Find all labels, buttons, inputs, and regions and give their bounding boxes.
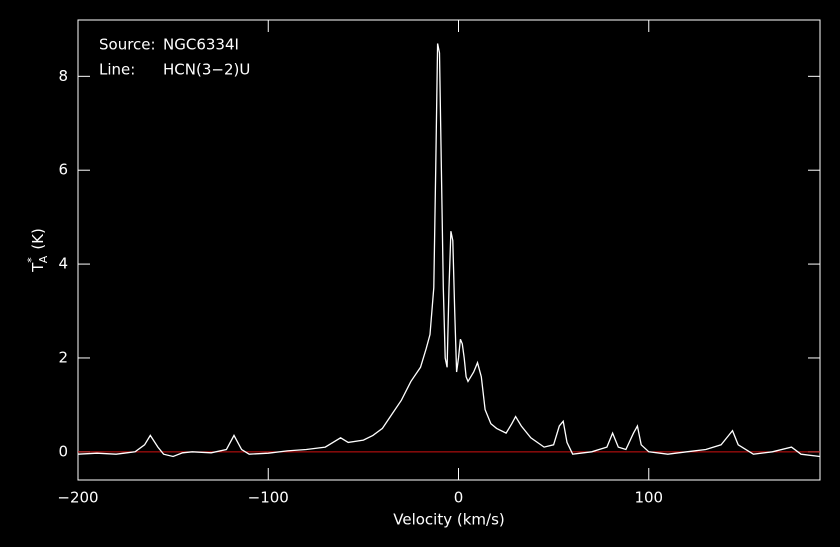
x-tick-label: 100	[634, 489, 663, 507]
x-tick-label: 0	[454, 489, 464, 507]
y-axis-label: T*A (K)	[25, 228, 50, 273]
y-tick-label: 4	[58, 255, 68, 273]
y-label-main: T	[29, 262, 47, 273]
annotation-key: Line:	[99, 61, 135, 79]
plot-frame	[77, 19, 821, 481]
y-tick-label: 8	[58, 67, 68, 85]
x-tick-label: −200	[57, 489, 98, 507]
y-tick-label: 0	[58, 442, 68, 460]
annotation-key: Source:	[99, 36, 156, 54]
annotation-text: NGC6334I	[163, 36, 239, 54]
annotation-text: HCN(3−2)U	[163, 61, 250, 79]
y-tick-label: 2	[58, 348, 68, 366]
y-tick-label: 6	[58, 161, 68, 179]
y-label-sup: *	[25, 257, 38, 263]
y-label-sub: A	[37, 255, 50, 263]
y-label-unit: (K)	[29, 228, 47, 250]
x-tick-label: −100	[248, 489, 289, 507]
spectrum-line	[77, 43, 821, 458]
x-axis-label: Velocity (km/s)	[393, 511, 504, 529]
